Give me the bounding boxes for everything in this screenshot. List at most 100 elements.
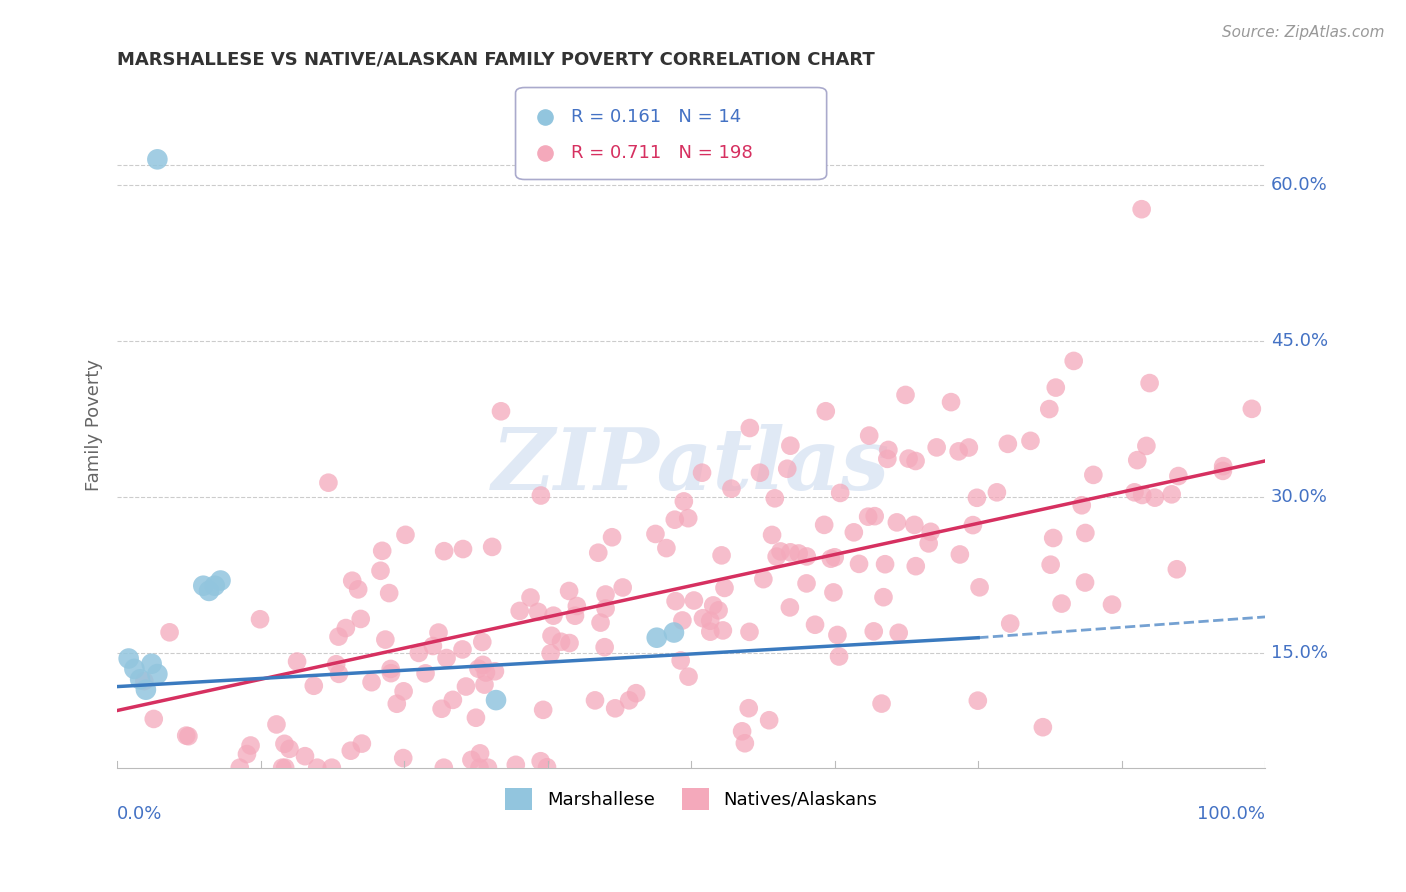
Point	[146, 667, 169, 681]
Point	[451, 642, 474, 657]
Text: ZIPatlas: ZIPatlas	[492, 424, 890, 508]
Point	[342, 574, 364, 588]
Point	[378, 586, 401, 600]
Point	[872, 590, 894, 604]
Point	[392, 751, 415, 765]
Text: 100.0%: 100.0%	[1197, 805, 1265, 823]
Point	[527, 605, 550, 619]
Point	[475, 665, 498, 680]
Point	[118, 651, 141, 665]
Point	[159, 625, 181, 640]
Point	[595, 587, 617, 601]
Point	[858, 428, 880, 442]
Point	[957, 441, 980, 455]
Point	[1074, 575, 1097, 590]
Point	[467, 662, 489, 676]
Point	[302, 679, 325, 693]
Point	[484, 665, 506, 679]
Point	[266, 717, 288, 731]
Point	[530, 754, 553, 768]
Point	[339, 744, 361, 758]
Point	[471, 635, 494, 649]
Point	[986, 485, 1008, 500]
Legend: Marshallese, Natives/Alaskans: Marshallese, Natives/Alaskans	[498, 780, 884, 817]
Point	[273, 737, 295, 751]
Point	[711, 624, 734, 638]
Point	[842, 525, 865, 540]
Point	[374, 632, 396, 647]
Point	[1000, 616, 1022, 631]
Point	[769, 544, 792, 558]
Point	[1130, 202, 1153, 217]
Point	[588, 546, 610, 560]
Point	[335, 621, 357, 635]
Point	[430, 702, 453, 716]
Point	[141, 657, 163, 671]
Point	[204, 579, 226, 593]
Point	[468, 761, 491, 775]
Point	[678, 670, 700, 684]
Point	[422, 639, 444, 653]
Point	[454, 680, 477, 694]
Point	[1101, 598, 1123, 612]
Point	[595, 601, 617, 615]
Point	[385, 697, 408, 711]
Point	[135, 682, 157, 697]
Point	[997, 437, 1019, 451]
Point	[146, 153, 169, 167]
Point	[969, 580, 991, 594]
Point	[1135, 439, 1157, 453]
Point	[873, 558, 896, 572]
Point	[1045, 381, 1067, 395]
Point	[177, 729, 200, 743]
Point	[669, 653, 692, 667]
Point	[612, 581, 634, 595]
Point	[823, 585, 845, 599]
Point	[474, 678, 496, 692]
Point	[1042, 531, 1064, 545]
Point	[876, 451, 898, 466]
Point	[433, 544, 456, 558]
Point	[702, 599, 724, 613]
Point	[583, 693, 606, 707]
Point	[779, 600, 801, 615]
Point	[763, 491, 786, 506]
Point	[307, 761, 329, 775]
Point	[285, 655, 308, 669]
Point	[692, 611, 714, 625]
Point	[239, 739, 262, 753]
Point	[894, 388, 917, 402]
Point	[451, 542, 474, 557]
Point	[558, 636, 581, 650]
Point	[903, 517, 925, 532]
Point	[827, 628, 849, 642]
Point	[380, 666, 402, 681]
Point	[830, 486, 852, 500]
Point	[828, 649, 851, 664]
Point	[394, 528, 416, 542]
Point	[856, 509, 879, 524]
Point	[321, 761, 343, 775]
Y-axis label: Family Poverty: Family Poverty	[86, 359, 103, 491]
Point	[655, 541, 678, 555]
Text: MARSHALLESE VS NATIVE/ALASKAN FAMILY POVERTY CORRELATION CHART: MARSHALLESE VS NATIVE/ALASKAN FAMILY POV…	[117, 51, 875, 69]
Point	[1074, 526, 1097, 541]
Point	[605, 701, 627, 715]
Point	[966, 491, 988, 505]
Point	[877, 442, 900, 457]
Point	[752, 572, 775, 586]
Point	[489, 404, 512, 418]
Point	[690, 466, 713, 480]
Point	[1039, 558, 1062, 572]
Point	[328, 666, 350, 681]
Point	[672, 494, 695, 508]
Point	[468, 747, 491, 761]
Point	[948, 444, 970, 458]
Point	[1123, 485, 1146, 500]
Point	[1212, 459, 1234, 474]
Point	[779, 545, 801, 559]
Point	[624, 686, 647, 700]
Text: R = 0.161   N = 14: R = 0.161 N = 14	[571, 108, 741, 126]
Point	[328, 630, 350, 644]
Point	[664, 513, 686, 527]
